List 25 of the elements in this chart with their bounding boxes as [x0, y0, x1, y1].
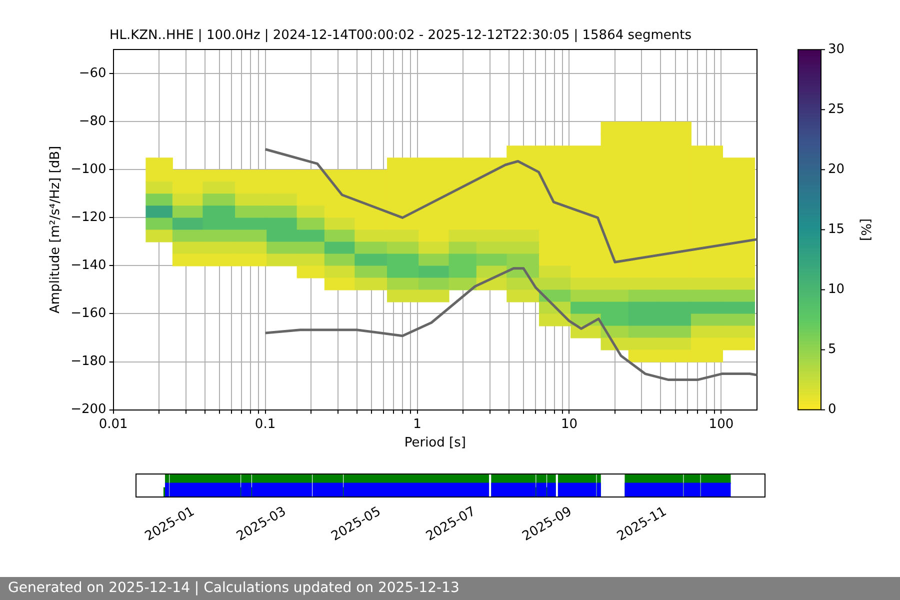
color-bar-label: 0 — [828, 402, 836, 418]
y-tick-label: −80 — [78, 114, 106, 130]
x-tick-label: 0.1 — [254, 416, 276, 432]
y-tick-label: −100 — [70, 162, 106, 178]
color-bar-label: 5 — [828, 342, 836, 358]
y-tick-label: −200 — [70, 402, 106, 418]
chart-title: HL.KZN..HHE | 100.0Hz | 2024-12-14T00:00:02 - 2025-12-12T22:30:05 | 15864 segments — [109, 28, 692, 44]
y-tick-label: −180 — [70, 354, 106, 370]
color-bar-label: 25 — [828, 102, 845, 118]
color-bar-title: [%] — [858, 218, 873, 241]
color-bar-label: 20 — [828, 162, 845, 178]
x-tick-label: 0.01 — [98, 416, 128, 432]
x-tick-label: 10 — [560, 416, 578, 432]
y-tick-label: −160 — [70, 306, 106, 322]
color-bar-label: 30 — [828, 42, 845, 57]
y-axis-title: Amplitude [m²/s⁴/Hz] [dB] — [48, 146, 64, 314]
color-bar-label: 15 — [828, 222, 845, 238]
y-tick-label: −140 — [70, 258, 106, 274]
y-tick-label: −120 — [70, 210, 106, 226]
x-tick-label: 100 — [708, 416, 734, 432]
x-tick-label: 1 — [413, 416, 422, 432]
text: Generated on 2025-12-14 | Calculations updated on 2025-12-13 — [0, 577, 900, 600]
color-bar-label: 10 — [828, 282, 845, 298]
x-axis-title: Period [s] — [404, 436, 466, 451]
y-tick-label: −60 — [78, 66, 106, 81]
